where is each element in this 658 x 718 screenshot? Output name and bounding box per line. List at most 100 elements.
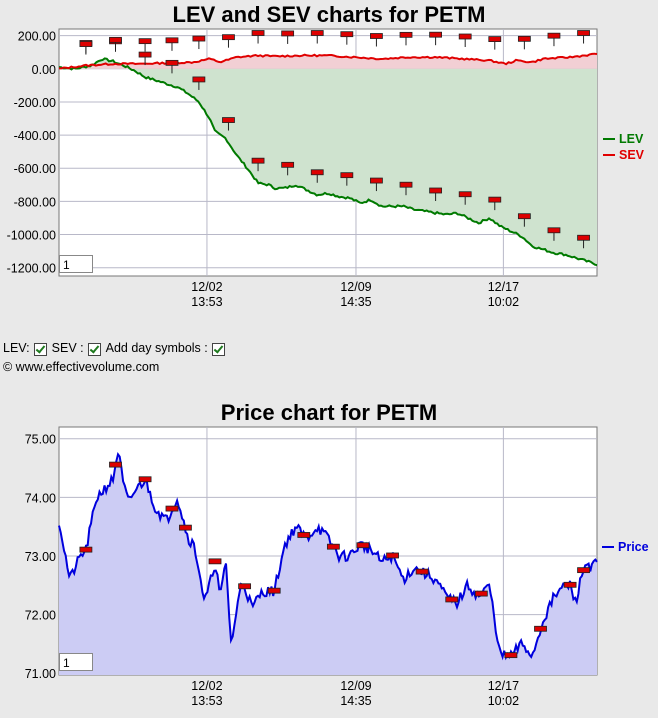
sev-day-marker <box>192 35 206 42</box>
lev-toggle-label: LEV: <box>3 341 30 355</box>
lev-sev-x-tick-time: 10:02 <box>488 295 519 309</box>
price-day-marker <box>179 524 192 531</box>
lev-day-marker <box>165 59 179 66</box>
price-day-marker <box>267 587 281 594</box>
lev-sev-y-tick-label: 200.00 <box>18 30 56 44</box>
price-day-marker <box>79 546 93 553</box>
lev-sev-x-tick-date: 12/02 <box>191 280 222 294</box>
lev-sev-x-tick-time: 13:53 <box>191 295 222 309</box>
price-day-marker <box>504 652 518 659</box>
legend-sev-label: SEV <box>619 148 645 162</box>
lev-sev-y-tick-label: -1000.00 <box>7 229 56 243</box>
legend-price-label: Price <box>618 540 649 554</box>
price-day-marker <box>356 542 370 549</box>
price-day-marker <box>326 543 340 550</box>
lev-checkbox[interactable] <box>33 342 47 356</box>
price-x-tick-date: 12/09 <box>340 679 371 693</box>
price-day-marker <box>474 590 488 597</box>
price-y-tick-label: 74.00 <box>25 491 56 505</box>
lev-day-marker <box>192 76 206 83</box>
lev-sev-x-tick-date: 12/17 <box>488 280 519 294</box>
price-x-tick-time: 10:02 <box>488 694 519 708</box>
price-day-marker <box>165 505 179 512</box>
day-symbols-checkbox[interactable] <box>211 342 225 356</box>
lev-sev-chart-title: LEV and SEV charts for PETM <box>172 2 486 27</box>
sev-day-marker <box>547 32 561 39</box>
lev-sev-x-tick-time: 14:35 <box>340 295 371 309</box>
price-day-marker <box>563 581 577 588</box>
sev-day-marker <box>370 33 383 39</box>
lev-day-marker <box>458 191 472 198</box>
sev-day-marker <box>222 34 235 41</box>
price-day-marker <box>138 476 152 483</box>
lev-sev-y-tick-label: -800.00 <box>14 195 56 209</box>
price-x-tick-time: 14:35 <box>340 694 371 708</box>
lev-day-marker <box>310 169 324 176</box>
lev-sev-y-tick-label: 0.00 <box>32 63 56 77</box>
sev-day-marker <box>138 38 152 45</box>
lev-day-marker <box>138 51 152 58</box>
lev-sev-zoom-input[interactable]: 1 <box>59 255 93 273</box>
price-x-tick-date: 12/17 <box>488 679 519 693</box>
price-day-marker <box>109 461 122 468</box>
lev-series-line <box>58 57 598 267</box>
lev-day-marker <box>109 36 122 43</box>
lev-day-marker <box>399 181 413 188</box>
sev-day-marker <box>517 35 531 42</box>
price-x-tick-date: 12/02 <box>191 679 222 693</box>
lev-day-marker <box>429 187 443 194</box>
price-day-marker <box>445 596 459 603</box>
sev-day-marker <box>577 30 590 36</box>
lev-day-marker <box>79 41 93 47</box>
price-y-tick-label: 71.00 <box>25 667 56 681</box>
lev-sev-x-tick-date: 12/09 <box>340 280 371 294</box>
price-area-fill <box>59 454 597 675</box>
lev-sev-y-tick-label: -1200.00 <box>7 262 56 276</box>
price-y-tick-label: 73.00 <box>25 550 56 564</box>
price-y-tick-label: 75.00 <box>25 433 56 447</box>
chart-controls: LEV: SEV : Add day symbols : <box>3 341 228 356</box>
price-zoom-input[interactable]: 1 <box>59 653 93 671</box>
price-day-marker <box>238 583 252 590</box>
lev-day-marker <box>370 177 383 184</box>
lev-day-marker <box>222 117 235 123</box>
sev-day-marker <box>251 30 265 36</box>
price-day-marker <box>297 532 311 538</box>
sev-day-marker <box>165 37 179 44</box>
price-x-tick-time: 13:53 <box>191 694 222 708</box>
lev-area-fill <box>59 58 597 266</box>
lev-day-marker <box>517 213 531 220</box>
sev-day-marker <box>458 33 472 40</box>
lev-sev-y-tick-label: -600.00 <box>14 162 56 176</box>
sev-toggle-label: SEV : <box>51 341 84 355</box>
price-day-marker <box>386 552 399 559</box>
lev-day-marker <box>281 161 295 168</box>
lev-sev-y-tick-label: -400.00 <box>14 129 56 143</box>
price-y-tick-label: 72.00 <box>25 609 56 623</box>
lev-day-marker <box>547 227 561 234</box>
price-day-marker <box>415 568 429 575</box>
legend-lev-label: LEV <box>619 132 644 146</box>
sev-day-marker <box>488 36 502 43</box>
price-day-marker <box>208 558 222 565</box>
lev-sev-y-tick-label: -200.00 <box>14 96 56 110</box>
lev-day-marker <box>251 157 265 164</box>
lev-sev-chart: 200.00 0.00 -200.00 -400.00 -600.00 -800.00 -1… <box>7 28 645 309</box>
day-symbols-label: Add day symbols : <box>105 341 208 355</box>
copyright-link[interactable]: © www.effectivevolume.com <box>3 360 160 374</box>
price-day-marker <box>534 625 547 632</box>
sev-area-fill <box>59 53 597 69</box>
sev-day-marker <box>429 31 443 38</box>
sev-series-line <box>59 52 598 70</box>
lev-day-marker <box>577 234 590 241</box>
price-day-marker <box>577 567 590 574</box>
sev-day-marker <box>310 30 324 36</box>
sev-day-marker <box>399 31 413 38</box>
price-chart-title: Price chart for PETM <box>220 400 438 425</box>
sev-checkbox[interactable] <box>87 342 101 356</box>
lev-day-marker <box>340 172 354 179</box>
sev-day-marker <box>340 31 354 38</box>
sev-day-marker <box>281 30 295 37</box>
lev-day-marker <box>488 196 502 203</box>
